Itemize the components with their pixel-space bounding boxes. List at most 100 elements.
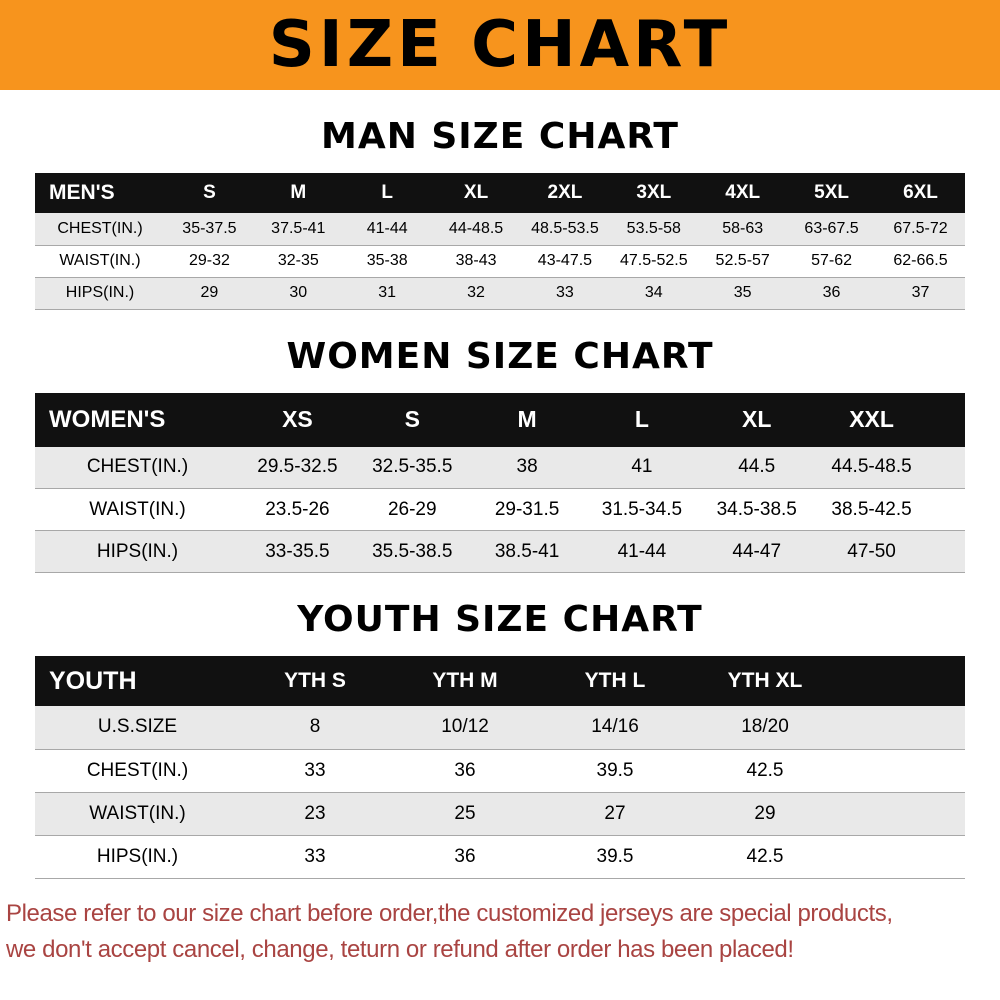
value-cell: 32.5-35.5 — [372, 456, 453, 478]
size-header-cell: YTH M — [390, 656, 540, 706]
value-cell: 47-50 — [847, 540, 896, 562]
value-cell: 25 — [454, 802, 476, 824]
table-row: CHEST(IN.) 33 36 39.5 42.5 — [35, 749, 965, 792]
value-cell: 35-37.5 — [182, 219, 237, 237]
size-header-cell: S — [354, 392, 470, 447]
value-cell: 30 — [289, 284, 308, 301]
row-label-cell: HIPS(IN.) — [65, 284, 135, 301]
value-cell: 31 — [378, 284, 397, 301]
value-cell: 47.5-52.5 — [620, 252, 688, 269]
table-title-cell: YOUTH — [35, 656, 240, 706]
value-cell: 38-43 — [455, 252, 497, 269]
page-title: SIZE CHART — [268, 8, 732, 82]
table-row: HIPS(IN.) 33-35.5 35.5-38.5 38.5-41 41-44 44-… — [35, 530, 965, 573]
value-cell: 33-35.5 — [265, 540, 330, 562]
value-cell: 42.5 — [746, 759, 784, 781]
value-cell: 44.5 — [738, 456, 776, 478]
value-cell: 35 — [733, 284, 752, 301]
value-cell: 29 — [754, 802, 776, 824]
value-cell: 38.5-41 — [494, 540, 560, 562]
value-cell: 26-29 — [387, 498, 437, 520]
value-cell: 58-63 — [722, 219, 764, 237]
table-row: WAIST(IN.) 23.5-26 26-29 29-31.5 31.5-34.5 34… — [35, 489, 965, 531]
value-cell: 34.5-38.5 — [716, 498, 797, 520]
spacer-cell — [840, 792, 965, 835]
table-header-row: WOMEN'S XS S M L XL XXL — [35, 392, 965, 447]
size-header-cell: YTH L — [540, 656, 690, 706]
banner: SIZE CHART — [0, 0, 1000, 90]
women-section-heading: WOMEN SIZE CHART — [286, 335, 714, 377]
value-cell: 32-35 — [277, 252, 319, 269]
men-size-table: MEN'S S M L XL 2XL 3XL 4XL 5XL 6XL CHEST(IN.) 35-37… — [35, 173, 965, 310]
value-cell: 18/20 — [741, 716, 789, 738]
value-cell: 36 — [454, 845, 476, 867]
row-label-cell: CHEST(IN.) — [86, 456, 189, 478]
value-cell: 43-47.5 — [537, 252, 593, 269]
men-size-section: MAN SIZE CHART MEN'S S M L XL 2XL 3XL 4XL 5XL 6XL… — [0, 116, 1000, 310]
value-cell: 52.5-57 — [715, 252, 770, 269]
table-header-row: MEN'S S M L XL 2XL 3XL 4XL 5XL 6XL — [35, 173, 965, 213]
value-cell: 33 — [304, 845, 326, 867]
table-row: HIPS(IN.) 33 36 39.5 42.5 — [35, 835, 965, 878]
value-cell: 29 — [200, 284, 219, 301]
value-cell: 57-62 — [811, 252, 853, 269]
value-cell: 29.5-32.5 — [257, 456, 338, 478]
row-label-cell: HIPS(IN.) — [96, 845, 179, 867]
value-cell: 41 — [631, 456, 653, 478]
size-header-cell: YTH XL — [690, 656, 840, 706]
value-cell: 33 — [556, 284, 574, 301]
value-cell: 63-67.5 — [804, 219, 859, 237]
size-header-cell: S — [165, 173, 254, 213]
table-row: CHEST(IN.) 29.5-32.5 32.5-35.5 38 41 44.5 44.5… — [35, 446, 965, 489]
value-cell: 62-66.5 — [893, 252, 948, 269]
size-header-cell: L — [342, 173, 432, 213]
value-cell: 34 — [644, 284, 663, 301]
table-title-cell: WOMEN'S — [35, 392, 240, 447]
value-cell: 44.5-48.5 — [831, 456, 912, 478]
row-label-cell: CHEST(IN.) — [86, 759, 189, 781]
spacer-cell — [840, 749, 965, 792]
youth-size-table: YOUTH YTH S YTH M YTH L YTH XL U.S.SIZE 8 10/12… — [35, 656, 965, 879]
value-cell: 35.5-38.5 — [372, 540, 453, 562]
men-section-heading: MAN SIZE CHART — [321, 116, 679, 157]
value-cell: 67.5-72 — [893, 219, 948, 237]
table-row: HIPS(IN.) 29 30 31 32 33 34 35 36 37 — [35, 277, 965, 309]
women-size-section: WOMEN SIZE CHART WOMEN'S XS S M L XL XXL CHEST(… — [0, 336, 1000, 574]
size-header-cell: XL — [699, 392, 815, 447]
value-cell: 41-44 — [617, 540, 667, 562]
value-cell: 10/12 — [441, 716, 489, 738]
footer-note: Please refer to our size chart before or… — [0, 899, 1000, 965]
table-row: WAIST(IN.) 23 25 27 29 — [35, 792, 965, 835]
value-cell: 41-44 — [366, 219, 408, 237]
value-cell: 38 — [516, 456, 538, 478]
value-cell: 23.5-26 — [265, 498, 330, 520]
value-cell: 27 — [604, 802, 626, 824]
value-cell: 42.5 — [746, 845, 784, 867]
spacer-cell — [840, 706, 965, 749]
value-cell: 39.5 — [596, 759, 634, 781]
value-cell: 8 — [309, 716, 321, 738]
footer-note-line-2: we don't accept cancel, change, teturn o… — [6, 935, 794, 963]
size-chart-page: SIZE CHART MAN SIZE CHART MEN'S S M L XL 2XL 3… — [0, 0, 1000, 965]
size-header-cell: XXL — [814, 392, 929, 447]
size-header-cell: XS — [240, 392, 355, 447]
value-cell: 29-32 — [188, 252, 230, 269]
row-label-cell: WAIST(IN.) — [89, 498, 186, 520]
row-label-cell: CHEST(IN.) — [57, 219, 143, 237]
row-label-cell: U.S.SIZE — [97, 716, 178, 738]
spacer-cell — [929, 392, 965, 447]
value-cell: 29-31.5 — [494, 498, 560, 520]
value-cell: 37 — [911, 284, 930, 301]
value-cell: 48.5-53.5 — [531, 219, 599, 237]
value-cell: 53.5-58 — [626, 219, 681, 237]
table-row: WAIST(IN.) 29-32 32-35 35-38 38-43 43-47.5 47.… — [35, 245, 965, 277]
size-header-cell: 4XL — [698, 173, 788, 213]
value-cell: 36 — [822, 284, 841, 301]
youth-section-heading: YOUTH SIZE CHART — [297, 599, 703, 640]
spacer-cell — [929, 531, 965, 573]
spacer-cell — [929, 447, 965, 489]
size-header-cell: 6XL — [876, 173, 965, 213]
size-header-cell: XL — [431, 173, 521, 213]
size-header-cell: L — [584, 392, 700, 447]
value-cell: 31.5-34.5 — [601, 498, 683, 520]
